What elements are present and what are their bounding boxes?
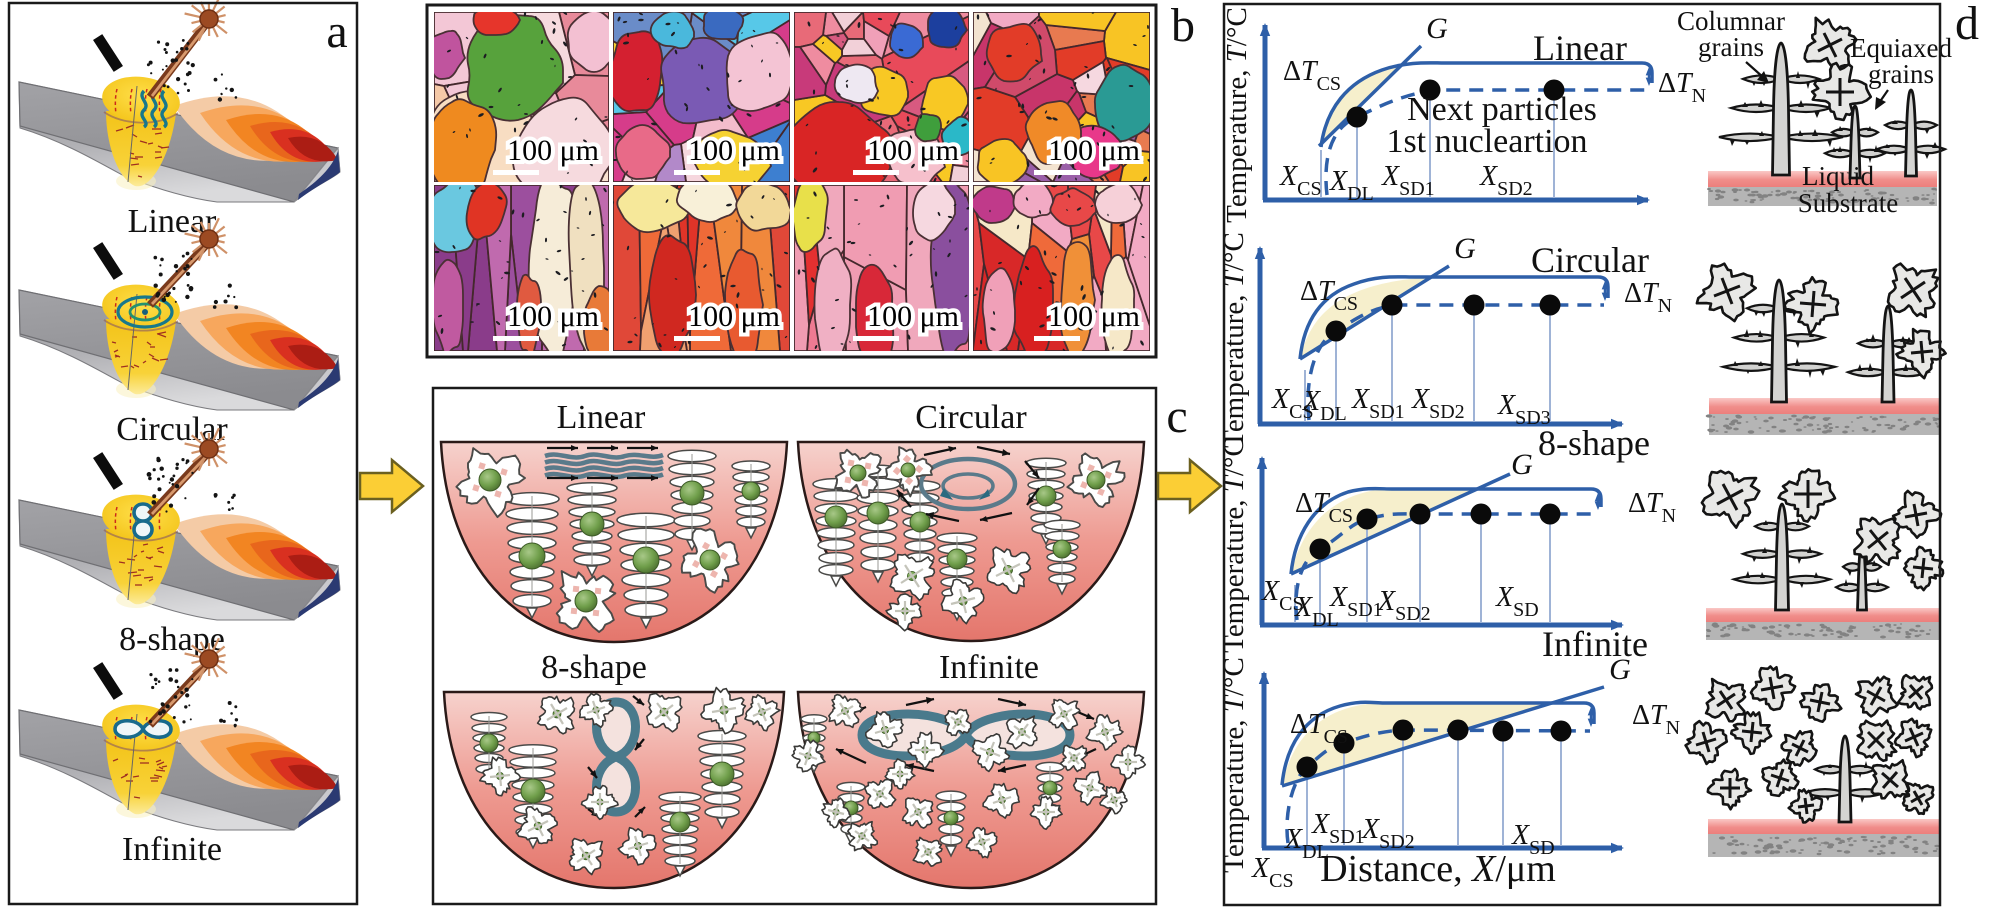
svg-text:Distance, X/μm: Distance, X/μm xyxy=(1320,848,1556,890)
svg-text:100 μm: 100 μm xyxy=(867,134,959,167)
svg-text:8-shape: 8-shape xyxy=(1538,423,1650,463)
svg-text:Linear: Linear xyxy=(1533,28,1627,68)
svg-text:Infinite: Infinite xyxy=(1542,624,1648,664)
svg-text:XSD: XSD xyxy=(1511,820,1555,859)
svg-text:G: G xyxy=(1511,448,1533,481)
svg-text:XSD1: XSD1 xyxy=(1381,161,1435,200)
svg-text:Circular: Circular xyxy=(915,399,1027,436)
svg-text:Temperature, T/°C: Temperature, T/°C xyxy=(1221,7,1253,223)
svg-text:8-shape: 8-shape xyxy=(541,649,647,686)
svg-text:XSD1: XSD1 xyxy=(1311,809,1365,848)
svg-text:G: G xyxy=(1609,653,1631,686)
svg-text:1st nucleartion: 1st nucleartion xyxy=(1386,123,1587,160)
svg-text:Infinite: Infinite xyxy=(939,649,1039,686)
svg-text:Equiaxed: Equiaxed xyxy=(1850,33,1952,63)
svg-text:grains: grains xyxy=(1868,59,1934,89)
svg-text:a: a xyxy=(326,5,347,58)
svg-text:100 μm: 100 μm xyxy=(507,134,599,167)
svg-text:100 μm: 100 μm xyxy=(507,300,599,333)
svg-text:XDL: XDL xyxy=(1294,592,1339,631)
svg-text:XSD3: XSD3 xyxy=(1497,390,1551,429)
svg-text:ΔTCS: ΔTCS xyxy=(1283,56,1341,95)
svg-text:XCS: XCS xyxy=(1251,853,1294,892)
svg-text:100 μm: 100 μm xyxy=(1048,300,1140,333)
svg-text:XSD1: XSD1 xyxy=(1351,384,1405,423)
svg-text:XSD2: XSD2 xyxy=(1479,161,1533,200)
svg-text:XSD2: XSD2 xyxy=(1411,384,1465,423)
svg-text:Liquid: Liquid xyxy=(1802,161,1874,191)
svg-text:ΔTN: ΔTN xyxy=(1628,488,1676,527)
svg-text:Columnar: Columnar xyxy=(1677,6,1785,36)
svg-text:100 μm: 100 μm xyxy=(1048,134,1140,167)
svg-text:Next particles: Next particles xyxy=(1407,91,1597,128)
svg-text:Linear: Linear xyxy=(557,399,646,436)
svg-text:XSD: XSD xyxy=(1495,582,1539,621)
svg-text:XCS: XCS xyxy=(1279,161,1322,200)
svg-text:XSD2: XSD2 xyxy=(1361,814,1415,853)
svg-text:ΔTN: ΔTN xyxy=(1658,68,1706,107)
svg-text:Infinite: Infinite xyxy=(122,831,222,868)
svg-text:Circular: Circular xyxy=(1531,240,1649,280)
svg-text:XCS: XCS xyxy=(1271,384,1314,423)
svg-text:XSD2: XSD2 xyxy=(1377,586,1431,625)
svg-text:ΔTN: ΔTN xyxy=(1624,278,1672,317)
svg-text:XCS: XCS xyxy=(1261,576,1304,615)
svg-text:XDL: XDL xyxy=(1329,166,1374,205)
svg-text:b: b xyxy=(1171,0,1195,52)
svg-text:100 μm: 100 μm xyxy=(688,134,780,167)
svg-text:ΔTN: ΔTN xyxy=(1632,700,1680,739)
svg-text:grains: grains xyxy=(1698,32,1764,62)
svg-text:100 μm: 100 μm xyxy=(867,300,959,333)
svg-text:XSD1: XSD1 xyxy=(1329,582,1383,621)
svg-text:G: G xyxy=(1426,12,1448,45)
svg-text:XDL: XDL xyxy=(1284,824,1329,863)
svg-text:100 μm: 100 μm xyxy=(688,300,780,333)
svg-text:c: c xyxy=(1166,390,1187,443)
svg-text:d: d xyxy=(1955,0,1979,50)
svg-text:G: G xyxy=(1454,232,1476,265)
svg-text:Substrate: Substrate xyxy=(1798,188,1899,218)
svg-text:XDL: XDL xyxy=(1302,386,1347,425)
